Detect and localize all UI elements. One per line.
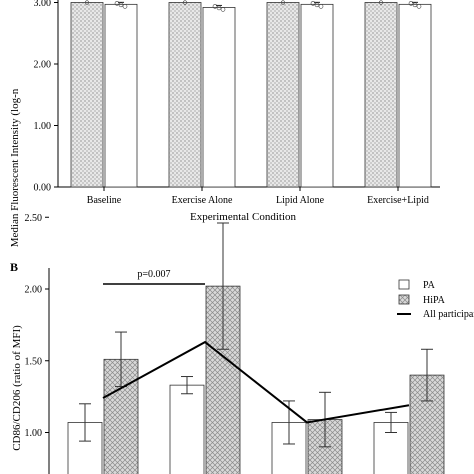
panel-a-x-tick-label: Lipid Alone [276, 195, 325, 206]
panel-a-outlier-point [212, 4, 218, 9]
panel-b-y-tick-label: 2.00 [25, 285, 43, 296]
panel-a-bar-second [398, 3, 432, 188]
panel-a-y-tick-label: 3.00 [34, 0, 52, 9]
panel-a-bar-second [104, 3, 138, 188]
panel-a-x-tick-label: Exercise Alone [172, 195, 233, 206]
panel-a-outlier-point [220, 7, 226, 12]
panel-b-y-tick-label: 1.50 [25, 356, 43, 367]
panel-b-bar-pa [169, 384, 205, 474]
panel-b-letter: B [10, 260, 18, 274]
panel-b-legend-label-hipa: HiPA [423, 295, 446, 306]
panel-b-chart: B CD86/CD206 (ratio of MFI) p=0.007 1.00… [10, 213, 474, 474]
panel-b-y-tick-label: 2.50 [25, 213, 43, 224]
panel-a-bar-first [364, 2, 398, 188]
panel-a-outlier-point [408, 1, 414, 6]
panel-a-outlier-point [416, 4, 422, 9]
panel-a-x-tick-label: Baseline [87, 195, 122, 206]
panel-a-outlier-point [114, 1, 120, 6]
panel-a-outlier-point [182, 0, 188, 5]
panel-a-bar-first [266, 2, 300, 188]
panel-b-legend-label-pa: PA [423, 280, 436, 291]
panel-b-all-participants-line [102, 340, 410, 424]
panel-a-xlabel: Experimental Condition [190, 211, 297, 223]
panel-a-outlier-point [122, 4, 128, 9]
panel-a-y-tick-label: 0.00 [34, 183, 52, 194]
panel-a-outlier-point [84, 0, 90, 5]
panel-a-ylabel: Median Fluorescent Intensity (log-n [9, 88, 21, 247]
panel-b-legend-swatch-pa [398, 279, 410, 290]
panel-a-chart: Median Fluorescent Intensity (log-n Expe… [9, 0, 440, 247]
panel-b-pvalue: p=0.007 [137, 269, 170, 280]
panel-a-outlier-point [318, 4, 324, 9]
panel-b-legend-label-all: All participants [423, 309, 474, 320]
panel-b-legend-swatch-hipa [398, 294, 410, 305]
panel-a-bar-second [202, 7, 236, 188]
panel-b-y-tick-label: 1.00 [25, 428, 43, 439]
panel-a-y-tick-label: 1.00 [34, 121, 52, 132]
panel-a-outlier-point [280, 0, 286, 5]
panel-a-bar-second [300, 3, 334, 188]
panel-a-bar-first [70, 2, 104, 188]
panel-a-bar-first [168, 2, 202, 188]
panel-a-outlier-point [310, 1, 316, 6]
panel-b-ylabel: CD86/CD206 (ratio of MFI) [11, 325, 23, 451]
panel-a-x-tick-label: Exercise+Lipid [367, 195, 429, 206]
panel-a-y-tick-label: 2.00 [34, 60, 52, 71]
panel-a-outlier-point [378, 0, 384, 5]
